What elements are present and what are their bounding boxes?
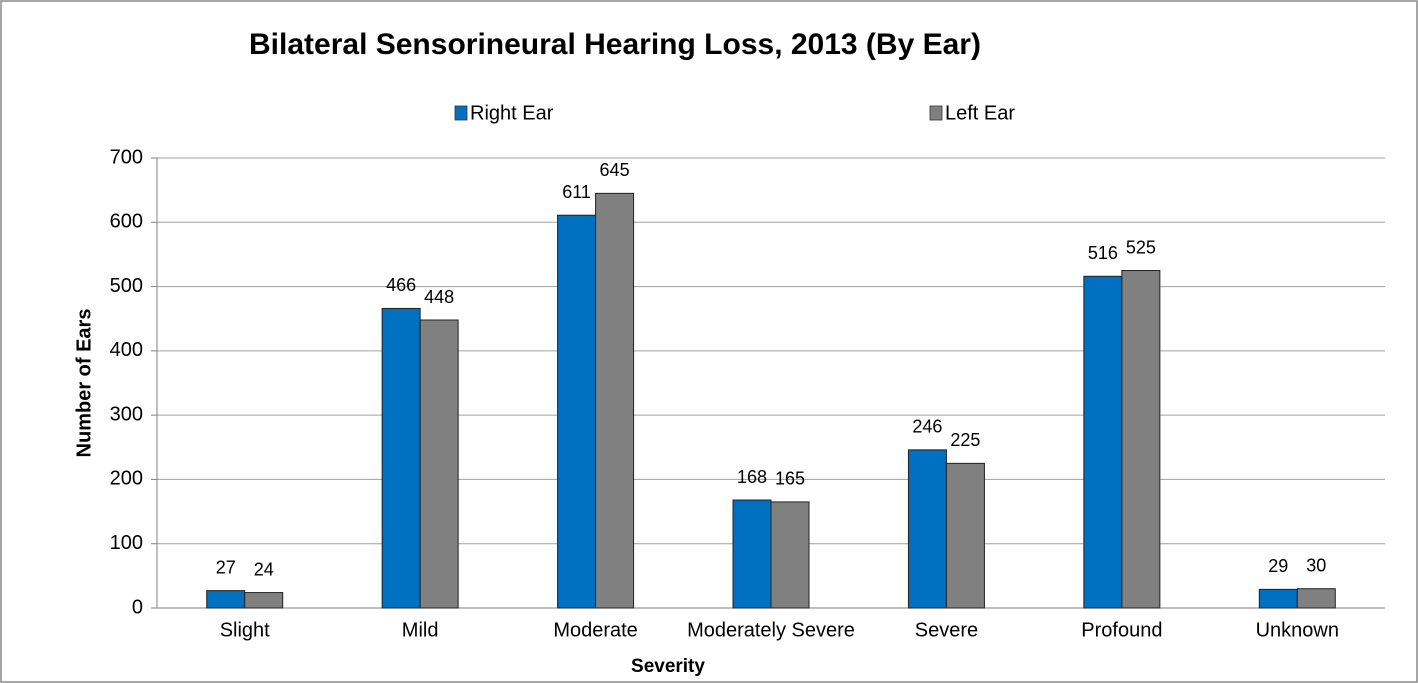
x-tick-label: Unknown — [1256, 619, 1339, 641]
data-label: 246 — [912, 417, 942, 437]
data-label: 525 — [1126, 237, 1156, 257]
data-label: 448 — [424, 287, 454, 307]
y-tick-label: 500 — [110, 275, 143, 297]
bar — [770, 501, 810, 609]
y-tick-label: 0 — [132, 596, 143, 618]
y-tick-label: 100 — [110, 532, 143, 554]
data-label: 225 — [950, 430, 980, 450]
x-tick-label: Severe — [915, 619, 978, 641]
x-tick-label: Moderate — [553, 619, 638, 641]
bar — [1296, 588, 1336, 609]
bar — [419, 319, 459, 609]
data-label: 611 — [562, 182, 591, 202]
bar — [244, 592, 284, 609]
legend-label: Right Ear — [470, 102, 554, 124]
data-label: 516 — [1088, 243, 1118, 263]
legend-swatch — [929, 105, 943, 121]
bar — [945, 462, 985, 609]
x-axis-label: Severity — [631, 656, 705, 677]
x-tick-label: Profound — [1081, 619, 1162, 641]
bar — [1258, 588, 1298, 609]
data-label: 466 — [386, 275, 416, 295]
bar — [381, 307, 421, 609]
data-label: 30 — [1306, 555, 1326, 575]
data-label: 165 — [775, 469, 805, 489]
bar — [206, 590, 246, 609]
data-label: 24 — [254, 559, 274, 579]
data-label: 29 — [1268, 556, 1288, 576]
data-label: 27 — [216, 557, 236, 577]
y-tick-label: 600 — [110, 211, 143, 233]
y-tick-label: 200 — [110, 468, 143, 490]
bar — [907, 449, 947, 609]
legend-swatch — [454, 105, 468, 121]
data-label: 168 — [737, 467, 767, 487]
bar — [1121, 270, 1161, 609]
bar — [1083, 275, 1123, 609]
bar — [557, 214, 597, 609]
y-tick-label: 700 — [110, 146, 143, 168]
x-tick-label: Slight — [220, 619, 270, 641]
chart-title: Bilateral Sensorineural Hearing Loss, 20… — [249, 28, 981, 61]
legend-label: Left Ear — [945, 102, 1015, 124]
x-tick-label: Mild — [402, 619, 439, 641]
data-label: 645 — [600, 160, 630, 180]
bar — [595, 192, 635, 609]
bar — [732, 499, 772, 609]
y-tick-label: 400 — [110, 339, 143, 361]
x-tick-label: Moderately Severe — [687, 619, 855, 641]
y-axis-label: Number of Ears — [73, 309, 95, 458]
y-tick-label: 300 — [110, 403, 143, 425]
